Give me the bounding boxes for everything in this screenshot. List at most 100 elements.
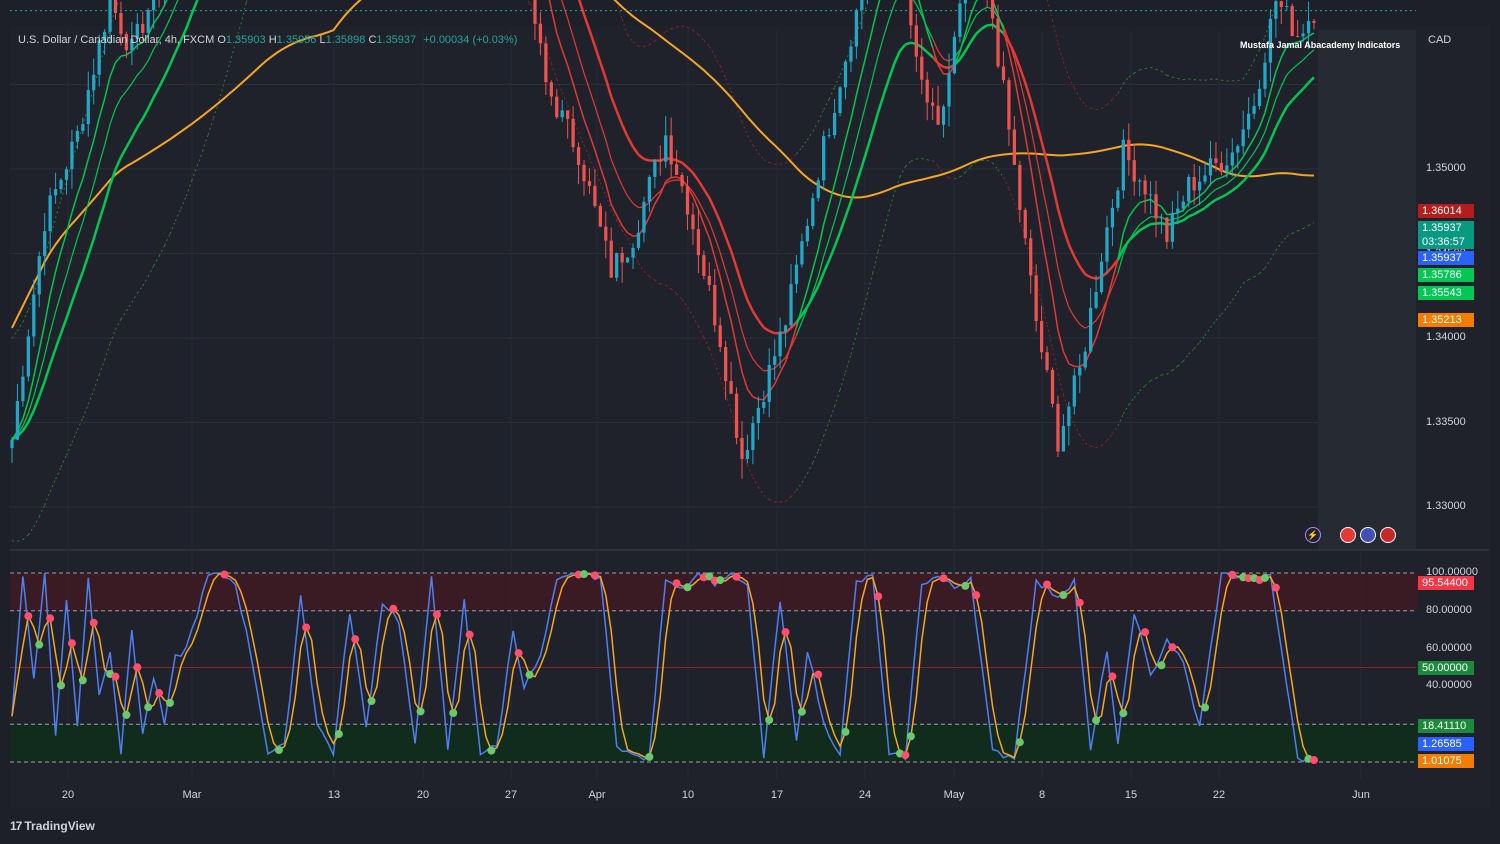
canada-flag-icon[interactable] [1340,527,1356,543]
stochastic-cross-dot [416,707,425,716]
upper-band-segment [1221,79,1227,82]
lower-band-segment [1046,324,1053,349]
lower-band-segment [883,210,890,232]
stochastic-cross-dot [814,670,823,679]
high-label: H [268,34,277,46]
alert-icon-group[interactable]: ⚡ [1305,527,1321,543]
ma-mid-segment [44,332,51,356]
upper-band-segment [790,153,797,160]
upper-band-segment [654,37,661,42]
lightning-icon[interactable]: ⚡ [1305,527,1321,543]
lower-band-segment [687,307,694,317]
ma-fast-segment [1231,164,1239,171]
ma-fast-segment [970,0,977,15]
upper-band-segment [621,19,629,36]
candle-body [582,164,586,182]
ma-fast-segment [1210,178,1217,185]
lower-band-segment [703,337,710,350]
ma-slow-segment [43,364,52,382]
ma-mid-segment [697,200,705,212]
ma-fast-segment [1308,32,1315,37]
upper-band-segment [1106,99,1113,105]
stochastic-cross-dot [35,640,44,649]
lower-band-segment [245,0,248,3]
lower-band-segment [1161,373,1167,376]
ma-slow-segment [593,45,602,63]
candle-body [1241,129,1245,147]
ma-fast-segment [1095,320,1103,339]
lower-band-segment [1204,327,1211,336]
lower-band-segment [714,362,721,379]
ma-fast-segment [627,232,634,237]
candle-body [146,9,150,33]
ma-mid-segment [1008,40,1015,59]
candle-body [141,23,145,33]
time-tick-label: Apr [588,789,606,801]
flag-icon-group[interactable] [1340,527,1396,543]
ma-fast-segment [1029,166,1037,202]
candle-body [990,0,995,19]
tradingview-mark-icon: 17 [10,819,22,833]
ma-fast-segment [758,398,764,401]
tradingview-logo[interactable]: 17 TradingView [10,819,95,833]
ma-slow-segment [1269,127,1278,141]
lower-band-segment [104,343,111,361]
ma-mid-segment [883,18,890,37]
ma-mid-segment [147,49,155,61]
ma-fast-segment [136,41,144,46]
price-badge: 1.35937 [1418,251,1474,265]
ma-fast-segment [671,176,677,179]
ma-slow-segment [588,29,597,47]
upper-band-segment [665,28,672,33]
lower-band-segment [785,496,792,502]
ma-slow-segment [125,136,133,149]
ma-mid-segment [1204,193,1211,200]
currency-label: CAD [1428,34,1452,46]
upper-band-segment [708,46,716,57]
us-flag-icon-2[interactable] [1380,527,1396,543]
ma-mid-segment [1024,102,1032,128]
ma-slow-segment [1073,255,1081,268]
lower-band-segment [131,293,138,303]
lower-band-segment [796,482,803,491]
candle-body [1105,227,1109,262]
ma-slow-segment [157,75,166,88]
candle-body [674,164,679,175]
open-value: 1.35903 [225,34,266,46]
ma-slow-segment [141,108,150,120]
candle-body [92,74,96,91]
ma-fast-segment [153,15,160,24]
ma-fast-segment [1139,200,1146,204]
candle-body [1089,307,1093,352]
symbol-title: U.S. Dollar / Canadian Dollar, 4h, FXCM [18,34,215,46]
stochastic-levels [10,572,1416,763]
price-badge: 1.35543 [1418,286,1474,300]
candle-body [685,186,690,215]
ma-fast-segment [1237,156,1244,166]
upper-band-segment [801,139,808,148]
ma-mid-segment [912,0,917,5]
candle-body [587,181,592,186]
us-flag-icon[interactable] [1360,527,1376,543]
ma-fast-segment [918,0,923,11]
upper-band-segment [692,29,699,36]
lower-band-segment [910,158,917,162]
candle-body [860,0,864,10]
candle-body [625,257,630,263]
ma-slow-segment [1051,183,1060,209]
upper-band-segment [796,146,803,155]
ma-slow-segment [691,172,700,182]
ma-slow-segment [179,27,188,41]
ma-slow-segment [32,396,41,412]
upper-band-segment [38,257,46,277]
ma-slow-segment [958,50,967,61]
ma-slow-segment [1215,196,1222,201]
lower-band-segment [234,24,242,44]
upper-band-segment [44,237,51,259]
ma-fast-segment [872,4,879,28]
candle-body [1023,209,1027,239]
stochastic-cross-dot [672,579,681,588]
lower-band-segment [670,288,677,295]
ma-fast-segment [1057,330,1065,352]
candle-body [1203,175,1207,182]
